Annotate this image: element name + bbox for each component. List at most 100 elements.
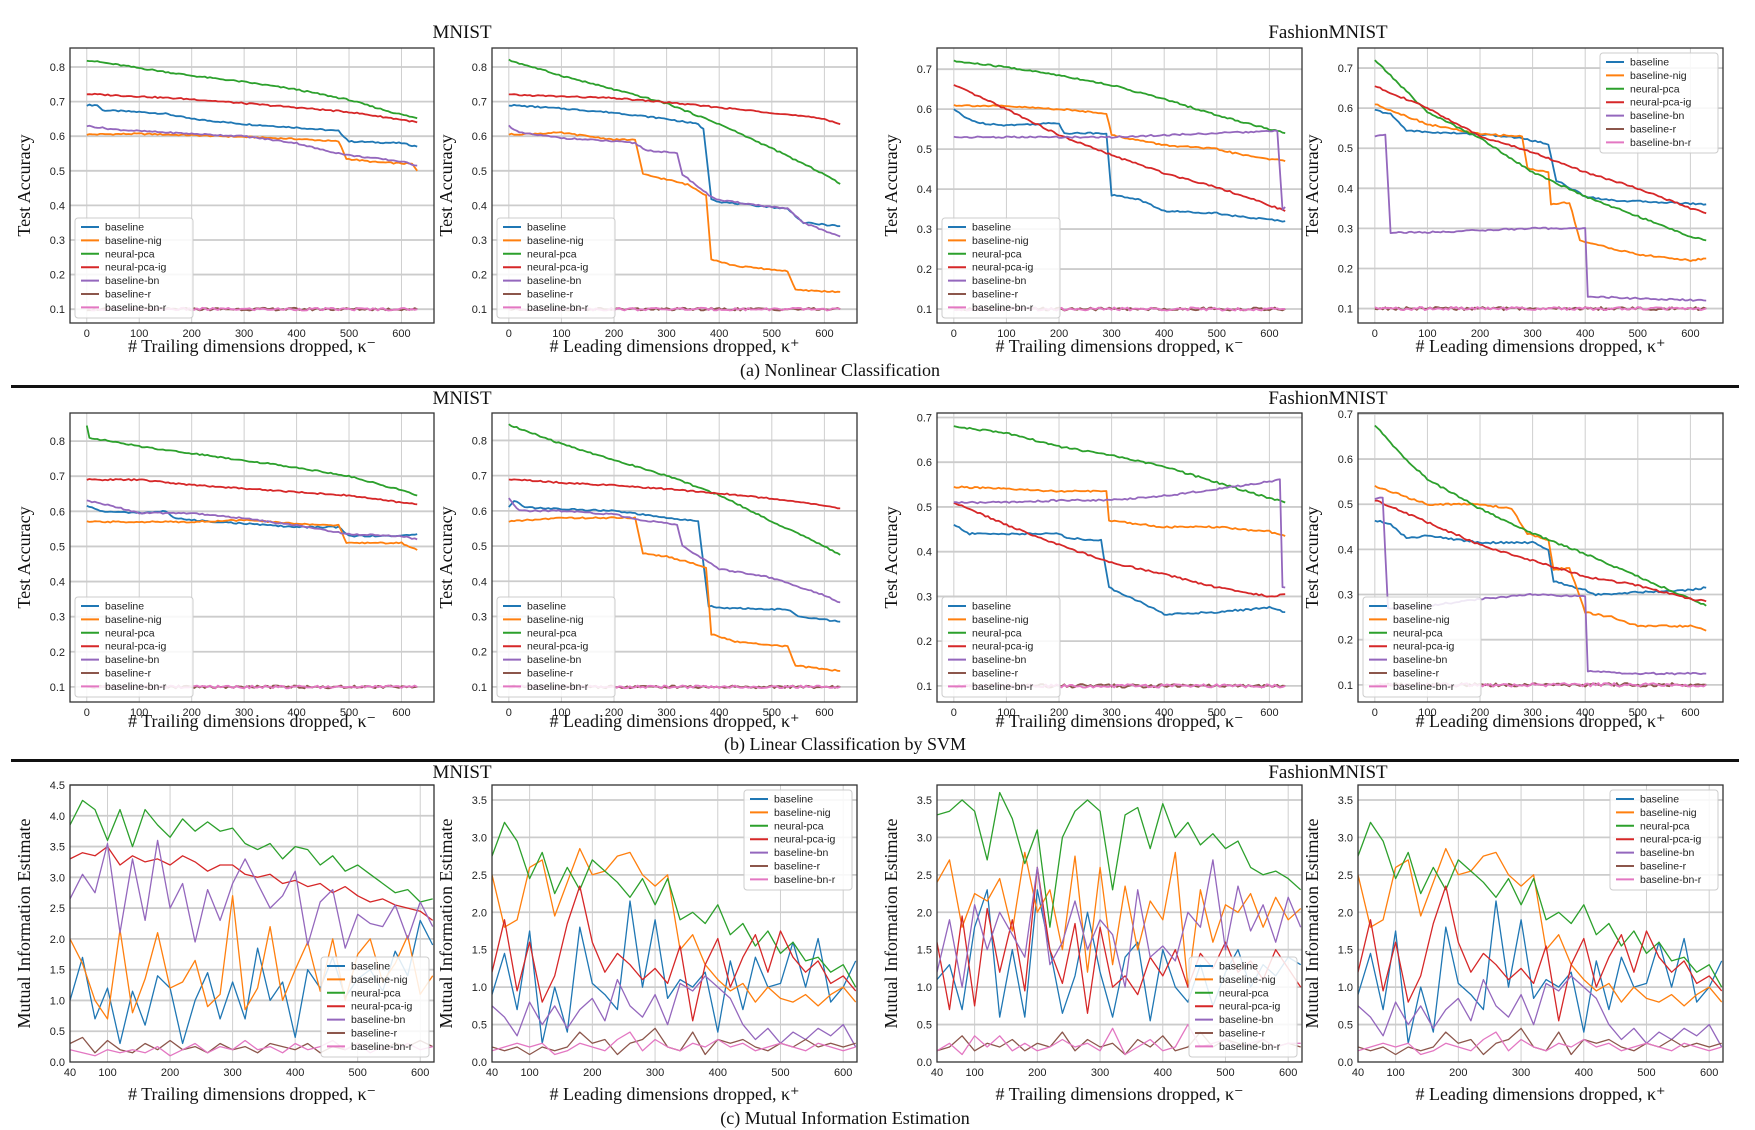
x-tick-label: 40 [931, 1067, 943, 1079]
series-group [1374, 424, 1707, 688]
y-tick-label: 0.1 [917, 304, 932, 316]
y-tick-label: 0.0 [917, 1057, 932, 1069]
legend-label-baseline-bn: baseline-bn [1219, 1014, 1273, 1026]
y-axis-label: Test Accuracy [14, 134, 34, 236]
legend-label-neural-pca: neural-pca [972, 627, 1022, 639]
x-tick-label: 100 [1418, 707, 1436, 719]
y-tick-label: 2.0 [472, 907, 487, 919]
x-tick-label: 500 [1208, 707, 1226, 719]
caption-a: (a) Nonlinear Classification [740, 360, 940, 381]
series-line-baseline-bn [70, 839, 434, 949]
y-tick-label: 0.5 [1338, 1020, 1353, 1032]
x-tick-label: 600 [834, 1067, 852, 1079]
y-tick-label: 0.3 [472, 611, 487, 623]
y-tick-label: 0.0 [50, 1057, 65, 1069]
subplot-9: 0.0 0.5 1.0 1.5 2.0 2.5 3.0 3.5 4.0 4.5 40 100 200 30… [14, 780, 435, 1104]
legend-label-baseline-bn: baseline-bn [1640, 847, 1694, 859]
x-tick-label: 200 [605, 707, 623, 719]
y-tick-label: 0.2 [472, 270, 487, 282]
y-tick-label: 0.2 [50, 647, 65, 659]
y-tick-label: 0.4 [50, 200, 65, 212]
legend-label-neural-pca-ig: neural-pca-ig [972, 262, 1033, 274]
legend-label-neural-pca: neural-pca [1219, 987, 1269, 999]
series-line-baseline [1374, 519, 1707, 597]
series-line-neural-pca-ig [953, 501, 1286, 598]
series-line-neural-pca [508, 423, 841, 556]
series-line-baseline-bn-r [492, 1031, 856, 1056]
legend-label-neural-pca-ig: neural-pca-ig [527, 262, 588, 274]
legend-label-baseline-nig: baseline-nig [972, 614, 1029, 626]
series-line-baseline-bn [86, 124, 418, 167]
series-line-baseline-bn [953, 478, 1286, 589]
legend-label-baseline: baseline [105, 222, 144, 234]
subplot-4: 0.1 0.2 0.3 0.4 0.5 0.6 0.7 0 100 200 300 400 500 600… [1302, 47, 1724, 356]
legend-label-neural-pca-ig: neural-pca-ig [105, 641, 166, 653]
x-tick-label: 100 [130, 707, 148, 719]
y-tick-label: 1.5 [50, 965, 65, 977]
series-line-baseline-nig [1374, 485, 1707, 632]
y-tick-label: 0.6 [917, 457, 932, 469]
series-line-neural-pca [85, 425, 418, 497]
legend-label-baseline-bn-r: baseline-bn-r [774, 874, 836, 886]
series-line-neural-pca [1374, 424, 1707, 607]
legend-label-baseline-bn: baseline-bn [527, 275, 581, 287]
row-b-title-fashionmnist: FashionMNIST [1268, 388, 1388, 409]
y-tick-label: 1.0 [50, 995, 65, 1007]
plot-frame [491, 47, 858, 324]
series-line-neural-pca [508, 58, 841, 185]
x-tick-label: 500 [763, 707, 781, 719]
y-tick-label: 0.3 [50, 612, 65, 624]
legend-label-baseline-bn-r: baseline-bn-r [1630, 137, 1692, 149]
row-c-title-mnist: MNIST [432, 762, 492, 783]
x-tick-label: 500 [340, 328, 358, 340]
y-tick-label: 0.5 [50, 541, 65, 553]
y-tick-label: 0.3 [50, 235, 65, 247]
x-tick-label: 0 [84, 707, 90, 719]
y-tick-label: 0.8 [472, 62, 487, 74]
legend-label-baseline-nig: baseline-nig [351, 974, 408, 986]
legend-label-neural-pca-ig: neural-pca-ig [1630, 97, 1691, 109]
series-line-baseline [1358, 900, 1723, 1044]
series-line-baseline-bn [86, 499, 418, 541]
plot-frame [69, 47, 435, 324]
subplot-8: 0.1 0.2 0.3 0.4 0.5 0.6 0.7 0 100 200 300 400 500 600… [1302, 409, 1724, 731]
y-tick-label: 0.7 [50, 471, 65, 483]
legend-label-baseline: baseline [1393, 601, 1432, 613]
y-tick-label: 0.3 [917, 591, 932, 603]
caption-c: (c) Mutual Information Estimation [720, 1108, 969, 1129]
y-tick-label: 2.5 [50, 903, 65, 915]
y-tick-label: 0.6 [472, 131, 487, 143]
x-axis-label: # Trailing dimensions dropped, κ⁻ [128, 336, 376, 356]
legend-label-neural-pca-ig: neural-pca-ig [1393, 641, 1454, 653]
series-line-baseline-bn [937, 859, 1302, 988]
legend-label-neural-pca: neural-pca [1630, 83, 1680, 95]
y-tick-label: 1.5 [472, 945, 487, 957]
series-line-baseline-nig [70, 895, 434, 1020]
x-tick-label: 500 [340, 707, 358, 719]
legend-label-baseline-nig: baseline-nig [105, 235, 162, 247]
y-tick-label: 3.5 [1338, 795, 1353, 807]
x-tick-label: 500 [771, 1067, 789, 1079]
x-tick-label: 500 [1629, 707, 1647, 719]
series-line-neural-pca-ig [1374, 499, 1707, 603]
series-line-neural-pca-ig [492, 885, 857, 1022]
x-tick-label: 400 [1155, 328, 1173, 340]
legend-box [1599, 52, 1719, 154]
x-tick-label: 600 [1681, 328, 1699, 340]
legend-label-baseline-bn: baseline-bn [105, 275, 159, 287]
series-line-baseline [1374, 108, 1707, 206]
plot-frame [1357, 784, 1724, 1063]
x-tick-label: 200 [1028, 1067, 1046, 1079]
row-c-title-fashionmnist: FashionMNIST [1268, 762, 1388, 783]
x-tick-label: 200 [161, 1067, 179, 1079]
y-tick-label: 0.1 [472, 682, 487, 694]
y-tick-label: 3.0 [472, 832, 487, 844]
x-tick-label: 600 [392, 707, 410, 719]
plot-frame [69, 784, 435, 1063]
series-line-baseline-bn [1374, 133, 1707, 302]
x-tick-label: 300 [235, 707, 253, 719]
legend-label-baseline-bn-r: baseline-bn-r [972, 681, 1034, 693]
